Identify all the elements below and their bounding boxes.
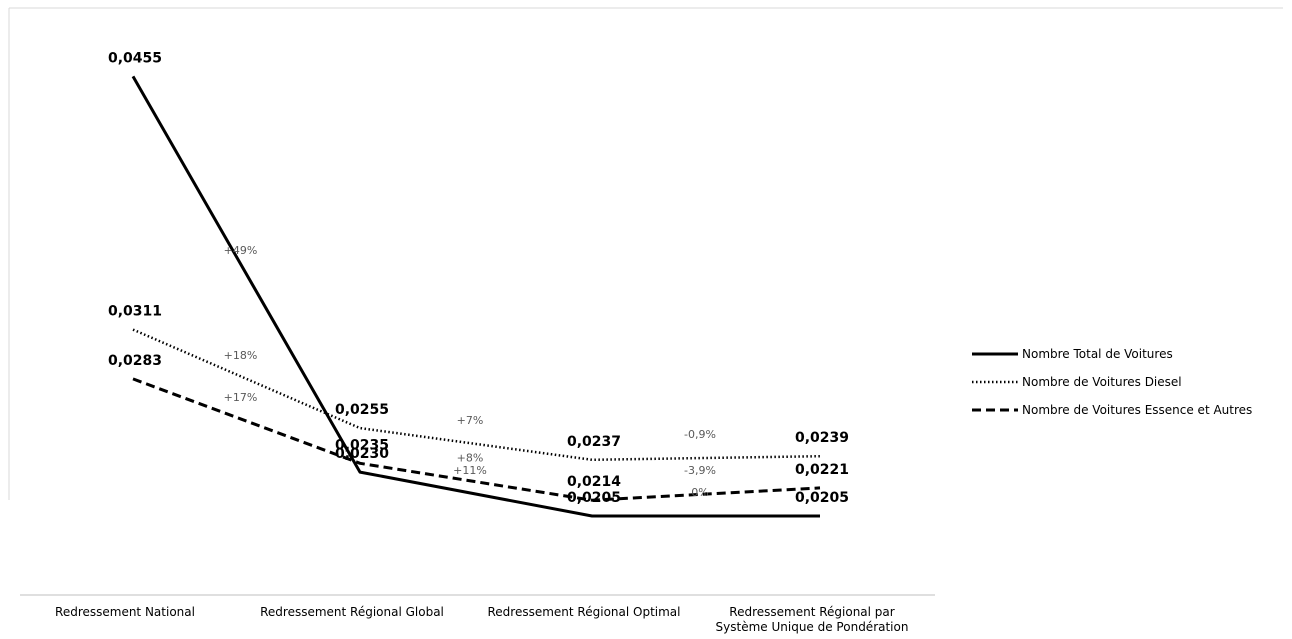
x-axis-tick-labels: Redressement National Redressement Région…	[55, 605, 908, 634]
data-label: 0,0205	[795, 490, 849, 506]
data-label: 0,0255	[335, 402, 389, 418]
data-label: 0,0214	[567, 474, 621, 490]
labels-layer: 0,0455 0,0230 0,0205 0,0205 +49% +11% 0% 0,0311…	[108, 50, 849, 506]
x-tick-label: Redressement Régional Global	[260, 605, 444, 619]
change-label: 0%	[691, 486, 708, 499]
data-label: 0,0311	[108, 304, 162, 320]
x-tick-label: Redressement Régional Optimal	[488, 605, 681, 619]
series-line-2	[132, 328, 821, 462]
legend-entry-2: Nombre de Voitures Diesel	[1022, 375, 1182, 389]
change-label: +7%	[457, 414, 484, 427]
series-line-3	[132, 377, 821, 502]
data-label: 0,0283	[108, 353, 162, 369]
legend-entry-3: Nombre de Voitures Essence et Autres	[1022, 403, 1252, 417]
series-line-1	[131, 75, 820, 518]
data-label: 0,0239	[795, 430, 849, 446]
data-label: 0,0455	[108, 50, 162, 66]
legend-entry-1: Nombre Total de Voitures	[1022, 347, 1173, 361]
data-label: 0,0221	[795, 462, 849, 478]
change-label: +17%	[224, 391, 258, 404]
change-label: +8%	[457, 452, 484, 465]
series-layer	[131, 75, 821, 518]
data-label: 0,0205	[567, 490, 621, 506]
data-label: 0,0230	[335, 446, 389, 462]
legend: Nombre Total de Voitures Nombre de Voitur…	[972, 347, 1252, 417]
change-label: +11%	[453, 464, 487, 477]
data-label: 0,0235	[335, 437, 389, 453]
change-label: -0,9%	[684, 428, 716, 441]
change-label: +18%	[224, 349, 258, 362]
change-label: -3,9%	[684, 464, 716, 477]
change-label: +49%	[224, 244, 258, 257]
x-tick-label: Redressement National	[55, 605, 195, 619]
x-tick-label: Redressement Régional par Système Unique …	[716, 605, 909, 634]
data-label: 0,0237	[567, 434, 621, 450]
